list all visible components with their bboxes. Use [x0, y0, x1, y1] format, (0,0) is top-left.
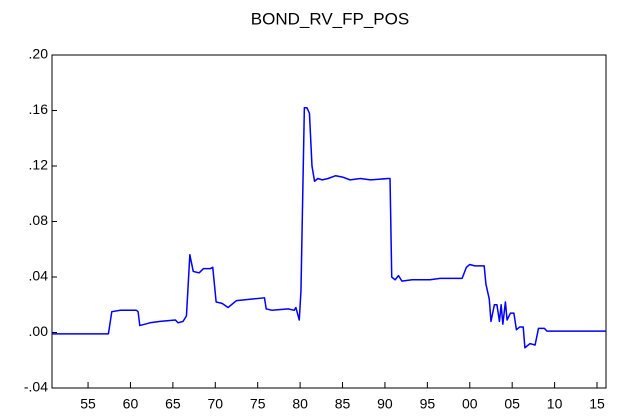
y-tick-label: .20 — [29, 46, 49, 62]
x-tick-label: 10 — [547, 396, 563, 412]
x-tick-label: 80 — [292, 396, 308, 412]
y-tick-label: .12 — [29, 157, 49, 173]
y-tick-label: .16 — [29, 101, 49, 117]
x-tick-label: 70 — [208, 396, 224, 412]
x-tick-label: 65 — [165, 396, 181, 412]
chart-title: BOND_RV_FP_POS — [251, 9, 409, 28]
y-tick-label: .08 — [29, 212, 49, 228]
x-tick-label: 85 — [335, 396, 351, 412]
data-line — [52, 106, 606, 349]
x-tick-label: 75 — [250, 396, 266, 412]
x-tick-label: 05 — [504, 396, 520, 412]
y-tick-label: .00 — [29, 323, 49, 339]
y-tick-label: .04 — [29, 268, 49, 284]
x-tick-label: 90 — [377, 396, 393, 412]
y-tick-label: -.04 — [24, 379, 48, 395]
plot-frame — [51, 54, 607, 389]
x-tick-label: 15 — [589, 396, 605, 412]
x-tick-label: 55 — [80, 396, 96, 412]
x-tick-label: 00 — [462, 396, 478, 412]
x-tick-label: 95 — [420, 396, 436, 412]
x-tick-label: 60 — [123, 396, 139, 412]
